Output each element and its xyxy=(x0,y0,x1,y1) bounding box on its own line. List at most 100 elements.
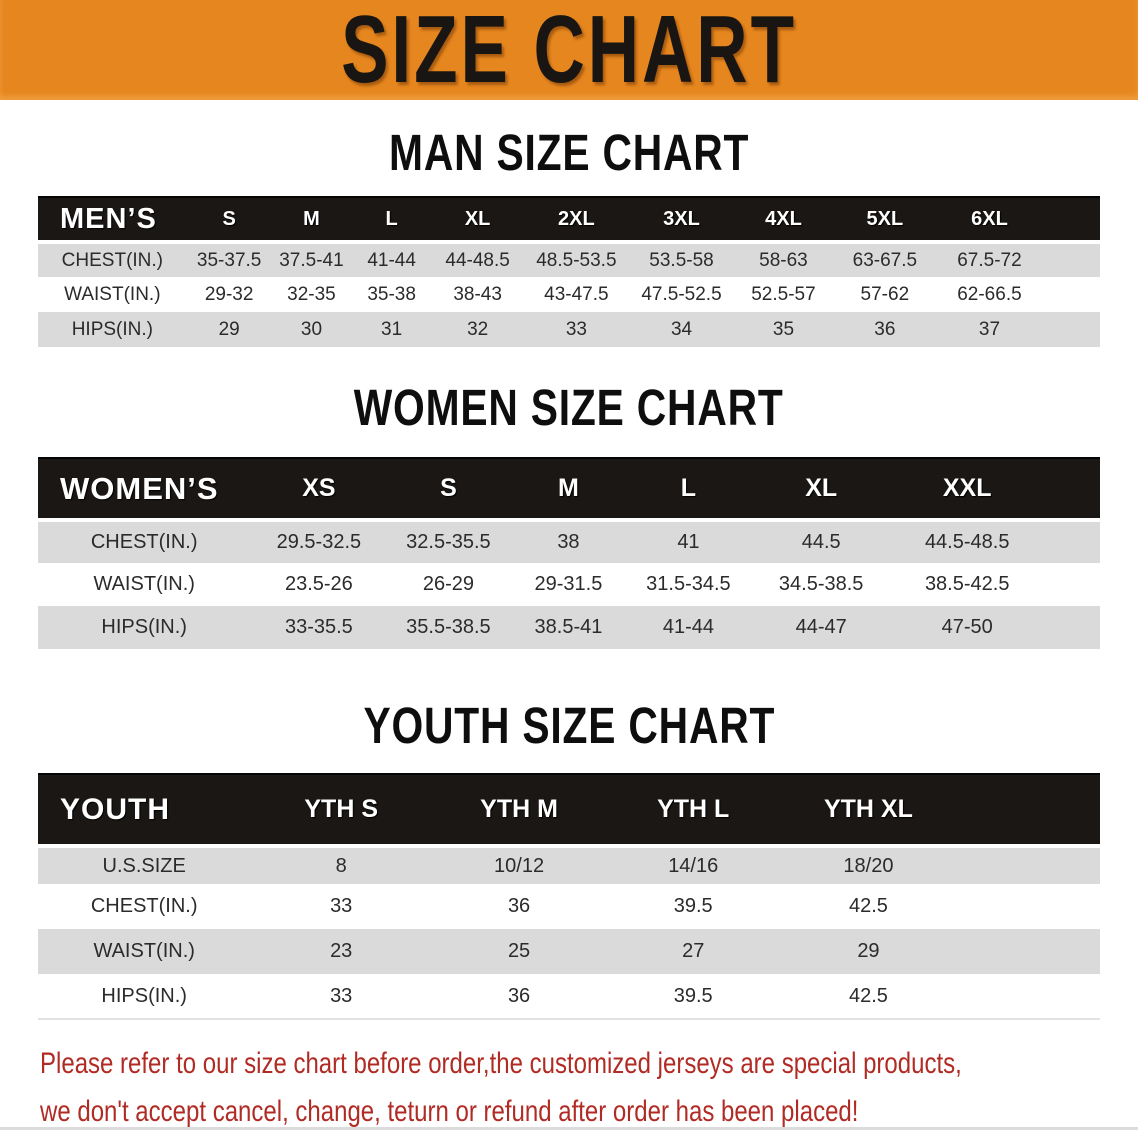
size-value: 34.5-38.5 xyxy=(778,573,864,595)
size-value: 35 xyxy=(733,312,834,347)
women-size-col-m: M xyxy=(509,457,628,522)
men-size-col-3xl: 3XL xyxy=(629,196,734,244)
men-size-col-xl: XL xyxy=(431,196,524,244)
man-size-chart-heading-text: MAN SIZE CHART xyxy=(388,124,750,181)
size-value: 57-62 xyxy=(860,283,910,305)
size-chart-banner: SIZE CHART xyxy=(0,0,1138,100)
row-label: WAIST(IN.) xyxy=(93,573,195,595)
size-value: 38 xyxy=(509,520,628,563)
row-label: U.S.SIZE xyxy=(38,846,251,884)
men-chest-row: CHEST(IN.) 35-37.5 37.5-41 41-44 44-48.5… xyxy=(38,242,1100,277)
women-chest-row: CHEST(IN.) 29.5-32.5 32.5-35.5 38 41 44.… xyxy=(38,520,1100,563)
size-value: 38-43 xyxy=(453,283,502,305)
spacer-cell xyxy=(1041,520,1100,563)
size-value: 44.5-48.5 xyxy=(892,520,1042,563)
size-chart-title: SIZE CHART xyxy=(341,0,797,103)
size-value: 29 xyxy=(186,312,272,347)
youth-header-row: YOUTH YTH S YTH M YTH L YTH XL xyxy=(38,773,1100,848)
bottom-divider xyxy=(0,1127,1138,1130)
size-value: 47-50 xyxy=(892,606,1042,649)
women-size-chart-heading-text: WOMEN SIZE CHART xyxy=(354,379,784,436)
women-size-col-xs: XS xyxy=(250,457,388,522)
men-size-col-4xl: 4XL xyxy=(733,196,834,244)
women-size-chart-heading: WOMEN SIZE CHART xyxy=(0,379,1138,436)
youth-size-chart-heading: YOUTH SIZE CHART xyxy=(0,697,1138,754)
spacer-cell xyxy=(1041,606,1100,649)
youth-hips-row: HIPS(IN.) 33 36 39.5 42.5 xyxy=(38,974,1100,1020)
size-value: 37 xyxy=(936,312,1043,347)
size-value: 29-31.5 xyxy=(534,573,603,595)
row-label: CHEST(IN.) xyxy=(38,520,251,563)
size-value: 27 xyxy=(606,929,781,974)
youth-waist-row: WAIST(IN.) 23 25 27 29 xyxy=(38,929,1100,974)
men-size-col-2xl: 2XL xyxy=(523,196,630,244)
size-value: 32 xyxy=(431,312,524,347)
youth-size-col-s: YTH S xyxy=(250,773,432,848)
youth-chest-row: CHEST(IN.) 33 36 39.5 42.5 xyxy=(38,884,1100,929)
size-value: 23.5-26 xyxy=(284,573,353,595)
size-value: 39.5 xyxy=(606,974,781,1020)
size-value: 44-48.5 xyxy=(431,242,524,277)
size-value: 41-44 xyxy=(627,606,750,649)
row-label: WAIST(IN.) xyxy=(38,929,251,974)
size-value: 36 xyxy=(431,974,607,1020)
size-value: 8 xyxy=(250,846,432,884)
youth-size-col-m: YTH M xyxy=(431,773,607,848)
size-value: 14/16 xyxy=(606,846,781,884)
size-value: 23 xyxy=(250,929,432,974)
women-table-title-cell: WOMEN’S xyxy=(38,457,251,522)
women-size-col-xl: XL xyxy=(749,457,893,522)
size-value: 25 xyxy=(431,929,607,974)
size-value: 38.5-42.5 xyxy=(924,573,1010,595)
row-label: WAIST(IN.) xyxy=(64,283,161,305)
size-value: 41 xyxy=(627,520,750,563)
spacer-cell xyxy=(1041,457,1100,522)
youth-size-col-l: YTH L xyxy=(606,773,781,848)
men-header-row: MEN’S S M L XL 2XL 3XL 4XL 5XL 6XL xyxy=(38,196,1100,244)
size-value: 58-63 xyxy=(733,242,834,277)
size-value: 35-38 xyxy=(367,283,416,305)
youth-table-title-cell: YOUTH xyxy=(38,773,251,848)
size-value: 39.5 xyxy=(673,895,713,917)
size-value: 34 xyxy=(629,312,734,347)
men-size-col-5xl: 5XL xyxy=(833,196,937,244)
women-size-col-xxl: XXL xyxy=(892,457,1042,522)
women-size-table: WOMEN’S XS S M L XL XXL CHEST(IN.) 29.5-… xyxy=(38,457,1100,649)
men-size-col-m: M xyxy=(271,196,352,244)
men-table-title-cell: MEN’S xyxy=(38,196,187,244)
women-hips-row: HIPS(IN.) 33-35.5 35.5-38.5 38.5-41 41-4… xyxy=(38,606,1100,649)
spacer-cell xyxy=(956,846,1100,884)
size-value: 31.5-34.5 xyxy=(646,573,731,595)
disclaimer-line-2: we don't accept cancel, change, teturn o… xyxy=(40,1095,859,1128)
size-value: 33 xyxy=(250,974,432,1020)
men-size-col-l: L xyxy=(351,196,432,244)
spacer-cell xyxy=(956,773,1100,848)
spacer-cell xyxy=(1042,563,1100,606)
size-value: 38.5-41 xyxy=(509,606,628,649)
disclaimer-note: Please refer to our size chart before or… xyxy=(0,1040,1138,1136)
men-waist-row: WAIST(IN.) 29-32 32-35 35-38 38-43 43-47… xyxy=(38,277,1100,312)
size-value: 36 xyxy=(833,312,937,347)
size-value: 63-67.5 xyxy=(833,242,937,277)
size-value: 33 xyxy=(330,895,353,917)
size-value: 26-29 xyxy=(422,573,475,595)
disclaimer-line-1: Please refer to our size chart before or… xyxy=(40,1047,962,1080)
youth-size-chart-heading-text: YOUTH SIZE CHART xyxy=(363,697,775,754)
spacer-cell xyxy=(957,884,1100,929)
spacer-cell xyxy=(1042,196,1100,244)
size-value: 48.5-53.5 xyxy=(523,242,630,277)
size-value: 32.5-35.5 xyxy=(387,520,510,563)
size-value: 47.5-52.5 xyxy=(641,283,722,305)
size-value: 31 xyxy=(351,312,432,347)
youth-ussize-row: U.S.SIZE 8 10/12 14/16 18/20 xyxy=(38,846,1100,884)
size-value: 43-47.5 xyxy=(544,283,609,305)
size-value: 32-35 xyxy=(287,283,336,305)
size-value: 53.5-58 xyxy=(629,242,734,277)
size-value: 44-47 xyxy=(749,606,893,649)
size-value: 44.5 xyxy=(749,520,893,563)
women-size-col-s: S xyxy=(387,457,510,522)
row-label: CHEST(IN.) xyxy=(90,895,198,917)
size-value: 35-37.5 xyxy=(186,242,272,277)
women-header-row: WOMEN’S XS S M L XL XXL xyxy=(38,457,1100,522)
row-label: HIPS(IN.) xyxy=(38,312,187,347)
